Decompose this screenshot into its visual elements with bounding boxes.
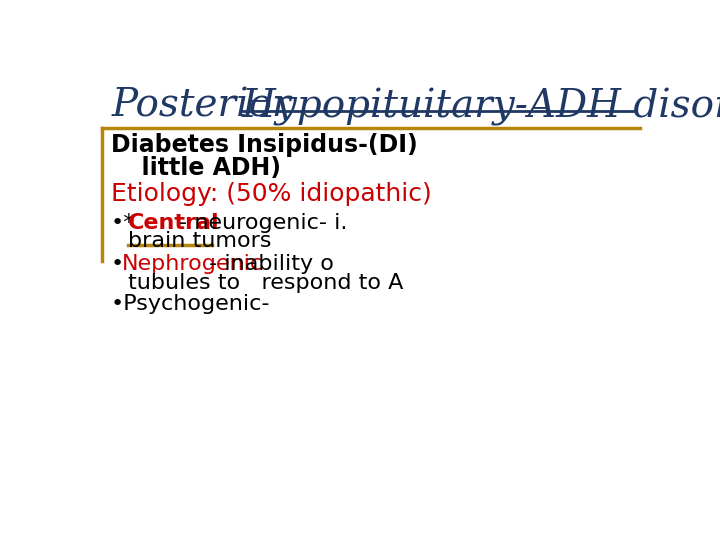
Text: Nephrogenic: Nephrogenic	[122, 254, 263, 274]
Text: Central: Central	[128, 213, 220, 233]
Text: •*: •*	[111, 213, 135, 233]
Text: Posterior: Posterior	[112, 88, 304, 125]
Text: •: •	[111, 254, 124, 274]
Text: Etiology: (50% idiopathic): Etiology: (50% idiopathic)	[111, 182, 432, 206]
Text: •Psychogenic-: •Psychogenic-	[111, 294, 271, 314]
Text: brain tumors: brain tumors	[128, 231, 271, 251]
Text: - inability o: - inability o	[202, 254, 333, 274]
Text: little ADH): little ADH)	[125, 156, 281, 180]
Text: Hypopituitary-ADH disorders: Hypopituitary-ADH disorders	[241, 88, 720, 126]
Text: Diabetes Insipidus-(DI): Diabetes Insipidus-(DI)	[111, 132, 418, 157]
Text: - neurogenic- i.: - neurogenic- i.	[179, 213, 348, 233]
Text: tubules to   respond to A: tubules to respond to A	[128, 273, 403, 293]
